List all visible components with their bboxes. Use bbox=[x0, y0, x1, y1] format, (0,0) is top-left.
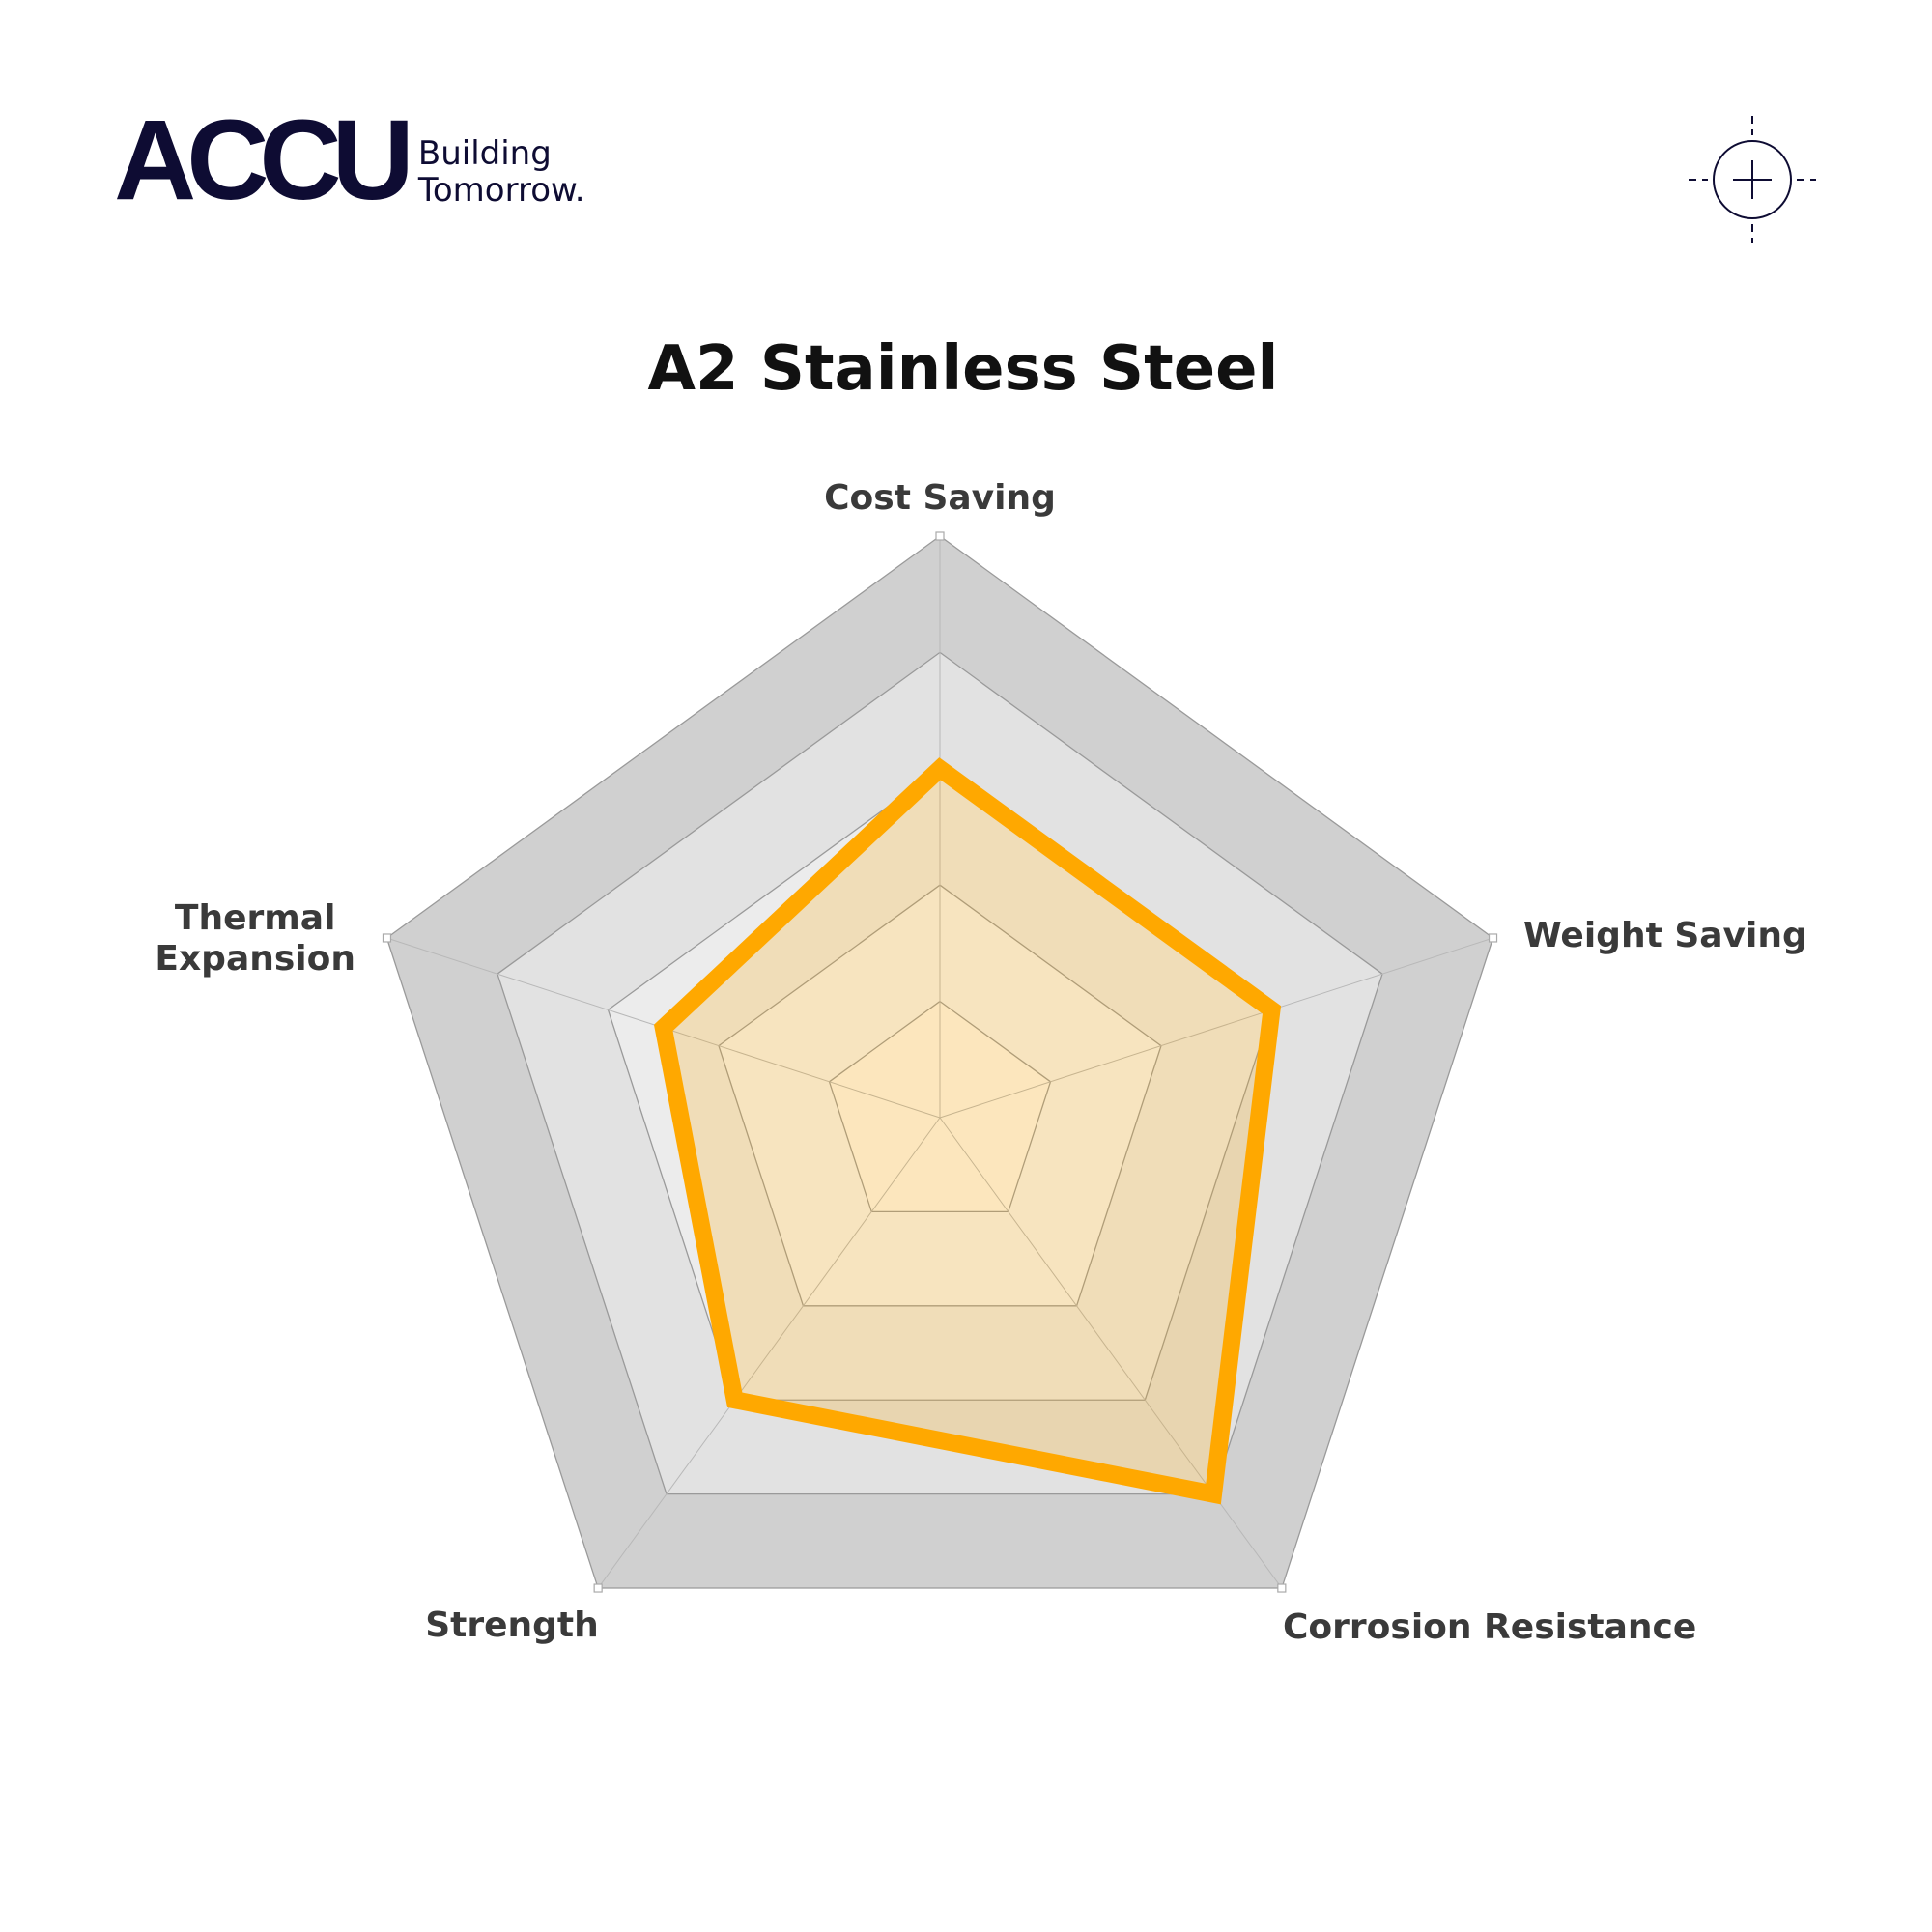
chart-title: A2 Stainless Steel bbox=[647, 333, 1279, 405]
axis-line bbox=[939, 937, 1493, 1119]
axis-line bbox=[939, 1117, 1283, 1589]
logo-mark: ACCU bbox=[114, 97, 414, 224]
tagline-line-1: Building bbox=[417, 134, 552, 173]
axis-line bbox=[597, 1117, 941, 1589]
axis-label-strength: Strength bbox=[425, 1605, 599, 1645]
label-line: Thermal bbox=[174, 898, 336, 938]
axis-end-marker bbox=[1488, 933, 1498, 943]
tagline-line-2: Tomorrow. bbox=[417, 171, 585, 210]
series-polygon bbox=[653, 757, 1282, 1505]
axis-end-marker bbox=[1277, 1583, 1287, 1593]
logo: ACCU Building Tomorrow. bbox=[114, 97, 585, 224]
label-line: Expansion bbox=[155, 939, 355, 979]
axis-end-marker bbox=[593, 1583, 603, 1593]
axis-label-thermal-expansion: Thermal Expansion bbox=[155, 898, 355, 980]
axis-label-corrosion-resistance: Corrosion Resistance bbox=[1283, 1607, 1697, 1647]
axis-label-weight-saving: Weight Saving bbox=[1523, 916, 1807, 955]
crosshair-icon bbox=[1689, 116, 1816, 243]
axis-end-marker bbox=[935, 531, 945, 541]
axis-label-cost-saving: Cost Saving bbox=[824, 478, 1056, 518]
axis-end-marker bbox=[382, 933, 392, 943]
logo-tagline: Building Tomorrow. bbox=[418, 135, 585, 209]
